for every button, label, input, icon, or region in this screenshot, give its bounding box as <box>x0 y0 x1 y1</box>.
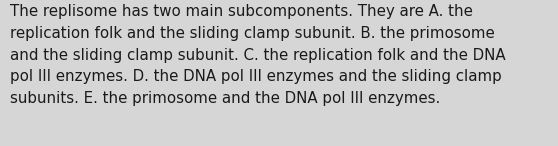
Text: The replisome has two main subcomponents. They are A. the
replication folk and t: The replisome has two main subcomponents… <box>10 4 506 106</box>
